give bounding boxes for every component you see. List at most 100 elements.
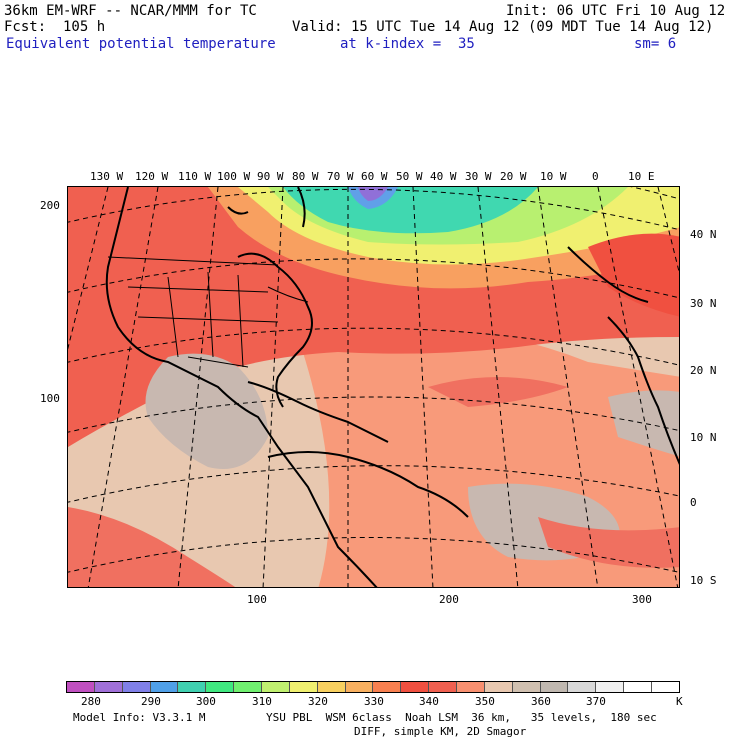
lat-line-20	[68, 327, 679, 366]
scale-swatch	[178, 682, 207, 692]
model-info: Model Info: V3.3.1 M	[73, 711, 206, 724]
scale-swatch	[457, 682, 485, 692]
physics-info: YSU PBL WSM 6class Noah LSM 36 km, 35 le…	[266, 711, 657, 724]
lon-label: 130 W	[90, 170, 124, 183]
lon-label: 10 W	[540, 170, 567, 183]
scale-unit: K	[676, 695, 683, 708]
lon-label: 90 W	[257, 170, 284, 183]
grid-y-label: 200	[40, 199, 60, 212]
lat-label: 10 N	[690, 431, 717, 444]
scale-label: 350	[475, 695, 495, 708]
scale-swatch	[484, 682, 513, 692]
scale-label: 360	[531, 695, 551, 708]
model-title: 36km EM-WRF -- NCAR/MMM for TC	[4, 3, 257, 19]
red-streak-se	[538, 517, 679, 568]
scale-swatch	[373, 682, 402, 692]
red-streak-sw	[68, 507, 236, 587]
cyan-region	[283, 187, 538, 234]
scale-swatch	[540, 682, 569, 692]
scale-swatch	[568, 682, 597, 692]
lon-label: 110 W	[178, 170, 212, 183]
lon-label: 50 W	[396, 170, 423, 183]
lon-label: 60 W	[361, 170, 388, 183]
scale-swatch	[289, 682, 318, 692]
coast-americas-west	[105, 187, 378, 587]
lon-label: 30 W	[465, 170, 492, 183]
lon-label: 40 W	[430, 170, 457, 183]
gray-gulf	[145, 353, 268, 469]
grid-y-label: 100	[40, 392, 60, 405]
scale-swatch	[262, 682, 290, 692]
scale-label: 370	[586, 695, 606, 708]
scale-label: 290	[141, 695, 161, 708]
scale-swatch	[624, 682, 653, 692]
grid-x-label: 200	[439, 593, 459, 606]
scale-swatch	[234, 682, 263, 692]
scale-swatch	[345, 682, 374, 692]
lon-line-70w	[262, 187, 284, 587]
scale-label: 300	[196, 695, 216, 708]
coast-africa-west	[607, 316, 679, 465]
level-index: at k-index = 35	[340, 36, 475, 52]
lon-label: 20 W	[500, 170, 527, 183]
lon-line-50w	[412, 187, 434, 587]
coast-us-east	[237, 252, 313, 408]
lat-label: 40 N	[690, 228, 717, 241]
theta-e-field	[68, 187, 679, 587]
coastlines	[105, 187, 679, 587]
gray-africa	[608, 390, 679, 457]
us-canada-border	[107, 256, 279, 266]
scale-swatch	[429, 682, 458, 692]
smoothing-value: sm= 6	[634, 36, 677, 52]
scale-label: 340	[419, 695, 439, 708]
coast-europe	[567, 246, 649, 303]
scale-label: 330	[364, 695, 384, 708]
scale-swatch	[512, 682, 541, 692]
init-time: Init: 06 UTC Fri 10 Aug 12	[506, 3, 726, 19]
political-borders	[107, 256, 309, 368]
valid-time: Valid: 15 UTC Tue 14 Aug 12 (09 MDT Tue …	[292, 19, 714, 35]
scale-swatch	[652, 682, 679, 692]
lat-line-40	[68, 188, 679, 231]
scale-label: 280	[81, 695, 101, 708]
color-scale	[66, 681, 680, 693]
scale-swatch	[122, 682, 151, 692]
lat-label: 0	[690, 496, 697, 509]
scale-swatch	[67, 682, 95, 692]
lon-label: 100 W	[217, 170, 251, 183]
grid-x-label: 300	[632, 593, 652, 606]
graticule	[68, 187, 679, 587]
lon-label: 10 E	[628, 170, 655, 183]
coast-canada	[227, 187, 306, 228]
purple-patch	[358, 187, 388, 201]
lon-label: 80 W	[292, 170, 319, 183]
lon-label: 120 W	[135, 170, 169, 183]
red-belt	[68, 187, 679, 447]
map-panel	[67, 186, 680, 588]
grid-x-label: 100	[247, 593, 267, 606]
lon-line-30w	[537, 187, 599, 587]
lat-line-30	[68, 258, 679, 299]
lat-label: 10 S	[690, 574, 717, 587]
scale-swatch	[150, 682, 179, 692]
scale-swatch	[206, 682, 235, 692]
scale-swatch	[317, 682, 346, 692]
forecast-hour: Fcst: 105 h	[4, 19, 106, 35]
lon-line-90w	[177, 187, 219, 587]
scale-label: 320	[308, 695, 328, 708]
red-europe	[588, 233, 679, 317]
scale-swatch	[401, 682, 430, 692]
lat-line-s10	[68, 537, 679, 573]
lat-label: 20 N	[690, 364, 717, 377]
lat-line-0	[68, 465, 679, 503]
diffusion-info: DIFF, simple KM, 2D Smagor	[354, 725, 527, 738]
lat-line-10	[68, 396, 679, 433]
coast-south-america-north	[267, 451, 469, 518]
lon-label: 0	[592, 170, 599, 183]
lon-line-40w	[477, 187, 519, 587]
lon-label: 70 W	[327, 170, 354, 183]
scale-label: 310	[252, 695, 272, 708]
scale-swatch	[596, 682, 625, 692]
field-name: Equivalent potential temperature	[6, 36, 276, 52]
lat-label: 30 N	[690, 297, 717, 310]
